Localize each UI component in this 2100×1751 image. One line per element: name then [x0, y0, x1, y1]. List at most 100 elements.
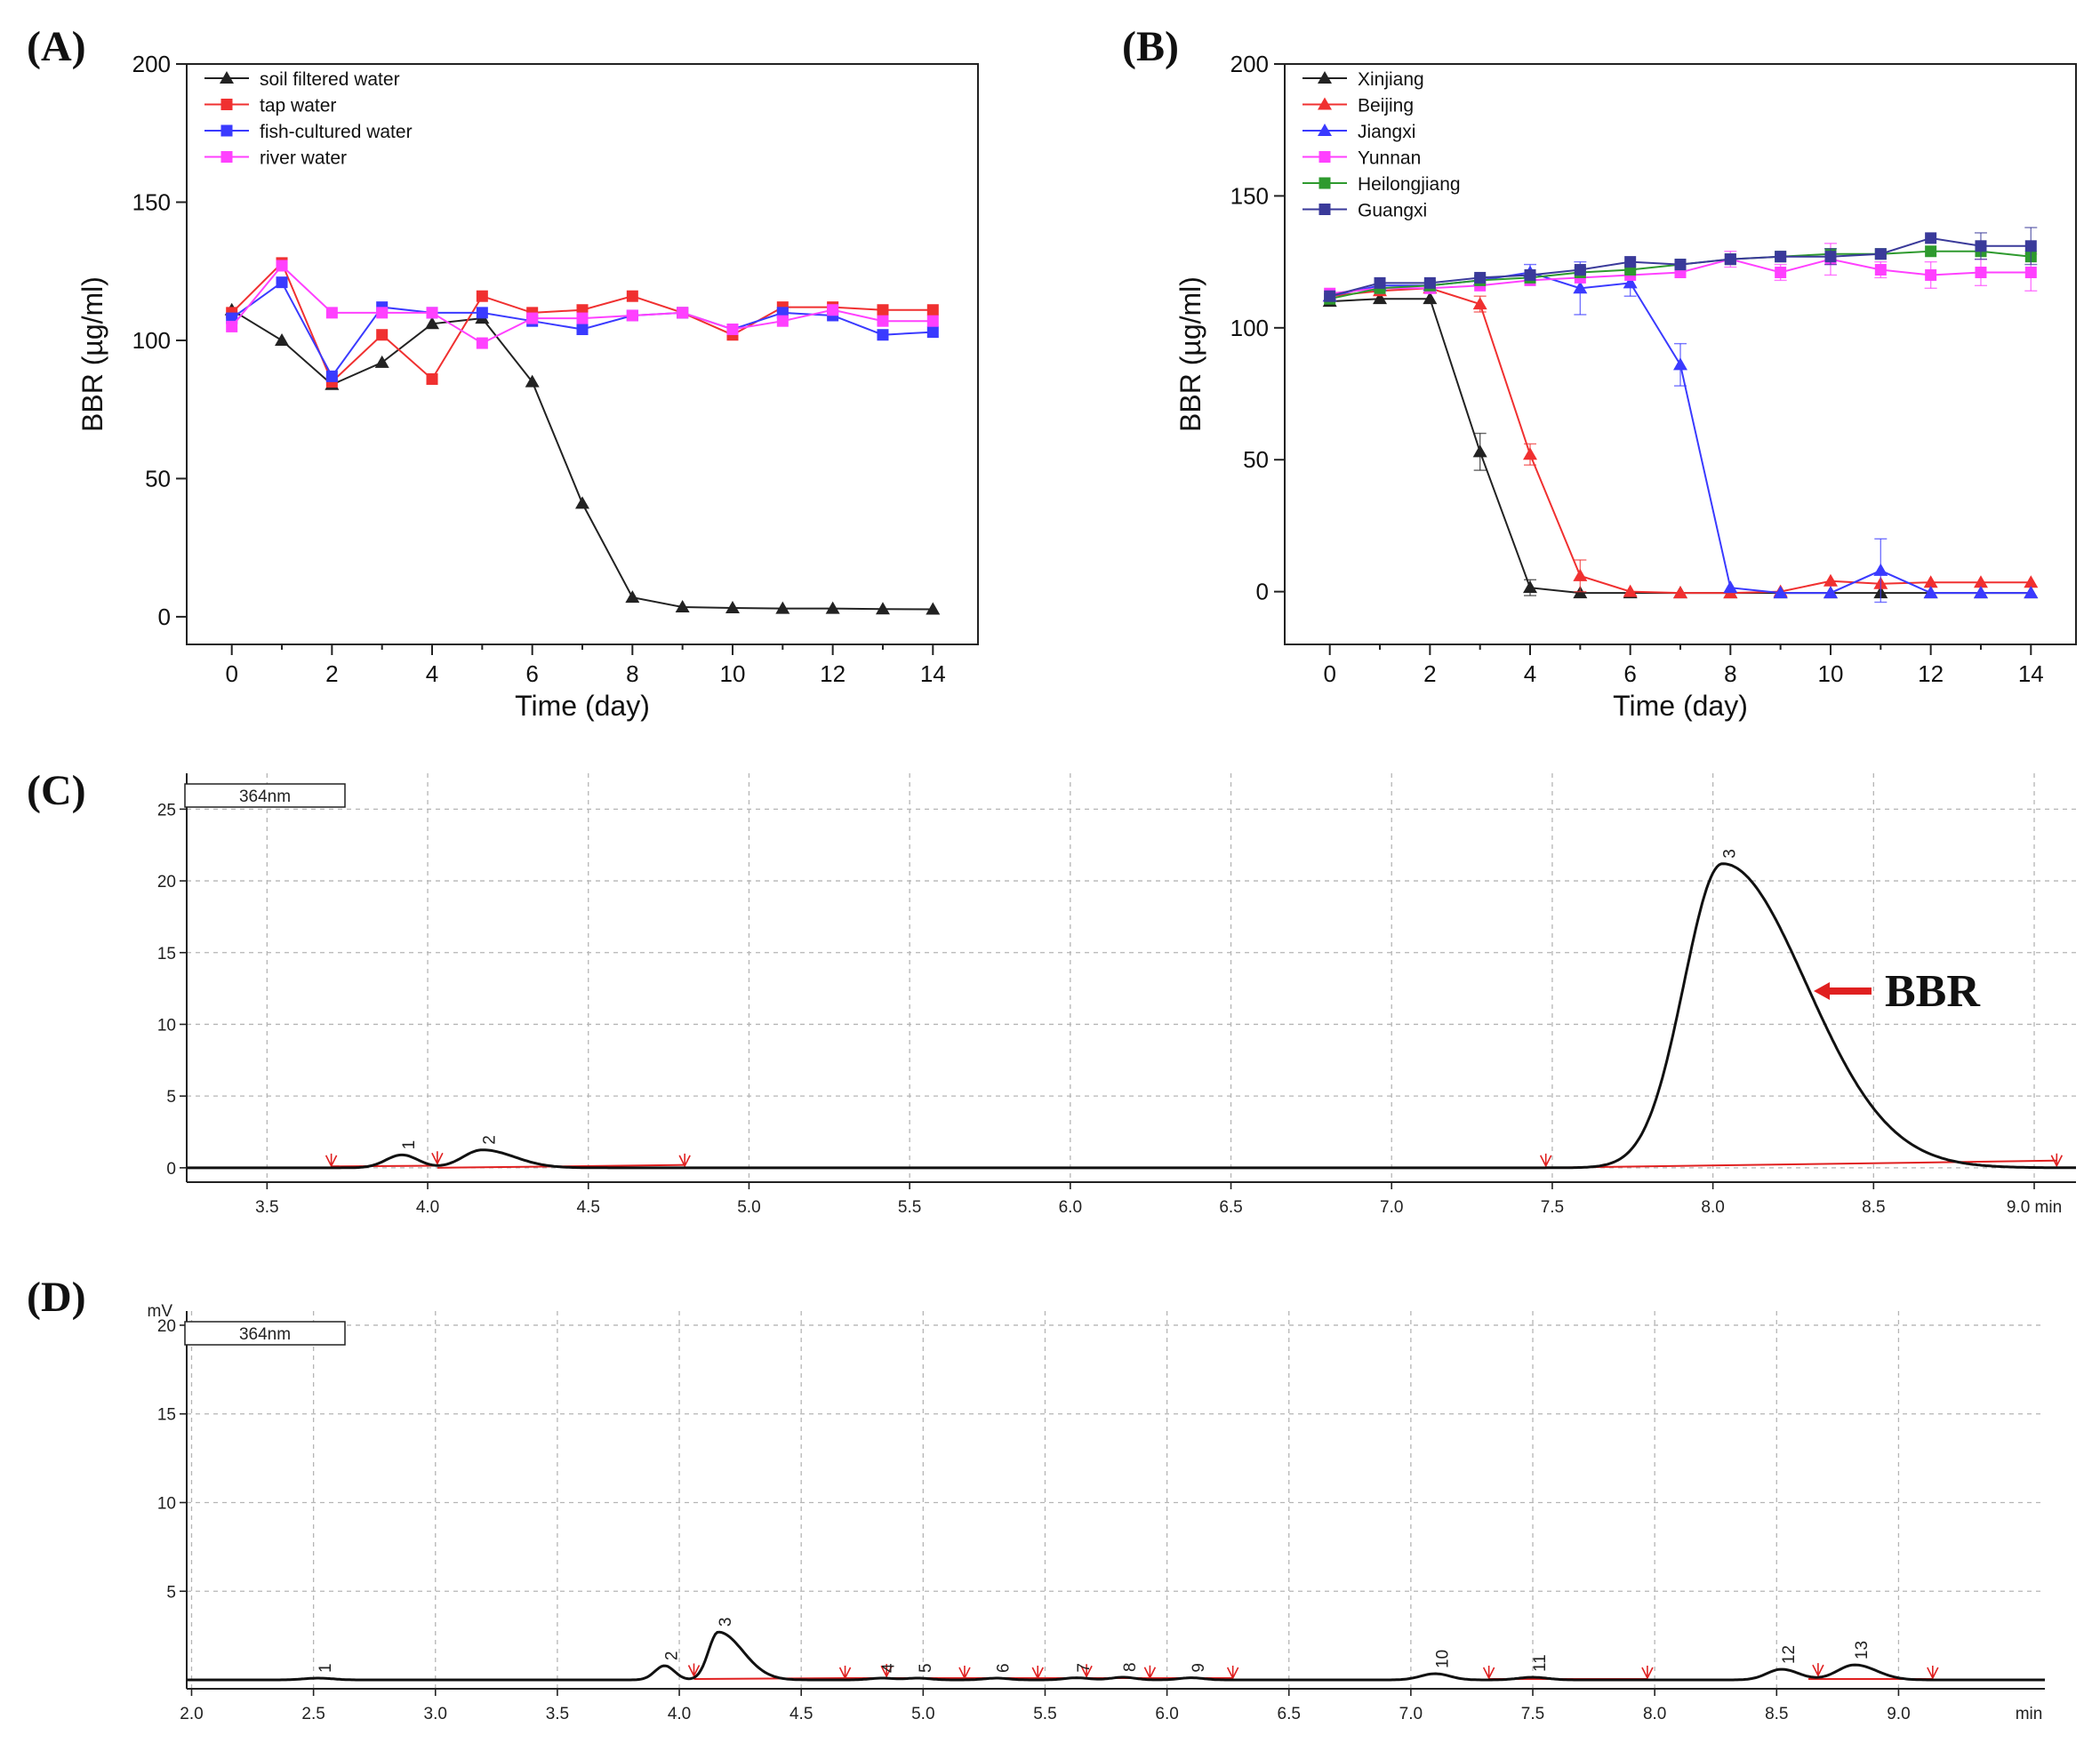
- data-point: [1973, 575, 1988, 588]
- x-tick-label: 2: [1423, 660, 1436, 687]
- data-point: [426, 307, 438, 319]
- data-point: [526, 312, 539, 324]
- x-tick-label: 5.0: [911, 1705, 934, 1723]
- data-point: [276, 276, 288, 289]
- y-tick-label: 150: [1230, 182, 1269, 209]
- data-point: [1524, 268, 1536, 281]
- data-point: [877, 329, 889, 341]
- legend-entry: Heilongjiang: [1358, 174, 1461, 195]
- data-point: [726, 324, 739, 336]
- integration-mark: [1927, 1665, 1939, 1680]
- legend-marker: [220, 99, 233, 110]
- integration-mark: [2050, 1153, 2064, 1168]
- legend-entry: Guangxi: [1358, 201, 1427, 221]
- data-point: [1574, 264, 1586, 276]
- data-point: [1523, 580, 1538, 594]
- x-tick-label: 4.5: [577, 1198, 600, 1217]
- series-jiangxi: [1322, 260, 2039, 604]
- peak-label: 7: [1075, 1663, 1094, 1673]
- y-tick-label: 15: [157, 1406, 176, 1425]
- x-tick-label: 9.0: [1887, 1705, 1910, 1723]
- data-point: [1472, 444, 1487, 458]
- x-tick-label: 8: [626, 660, 638, 687]
- legend-marker: [1319, 151, 1331, 163]
- legend-marker: [1318, 97, 1332, 110]
- y-axis-label: BBR (µg/ml): [76, 276, 108, 432]
- chromatogram-trace: [187, 862, 2076, 1170]
- x-tick-label: 6: [1623, 660, 1636, 687]
- data-point: [1674, 259, 1687, 271]
- x-tick-label: 2.0: [180, 1705, 203, 1723]
- x-tick-label: 7.0: [1380, 1198, 1403, 1217]
- data-point: [625, 590, 640, 604]
- peak-label: 9: [1190, 1663, 1208, 1673]
- data-point: [677, 307, 689, 319]
- data-point: [1423, 292, 1438, 305]
- x-tick-label: 14: [2018, 660, 2044, 687]
- data-point: [2024, 575, 2039, 588]
- legend-marker: [1318, 124, 1332, 136]
- x-tick-label: 2.5: [301, 1705, 325, 1723]
- integration-baseline: [1545, 1159, 2057, 1169]
- integration-mark: [1641, 1666, 1654, 1680]
- y-tick-label: 100: [1230, 315, 1269, 341]
- y-tick-label: 20: [157, 1317, 176, 1336]
- x-tick-label: min: [2016, 1705, 2043, 1723]
- peak-label: 2: [480, 1135, 499, 1145]
- x-tick-label: 6.0: [1155, 1705, 1178, 1723]
- x-tick-label: 4.5: [790, 1705, 813, 1723]
- legend-marker: [220, 124, 233, 137]
- data-point: [1873, 563, 1888, 576]
- integration-mark: [431, 1151, 444, 1166]
- data-point: [1673, 586, 1687, 599]
- integration-mark: [1482, 1665, 1495, 1680]
- data-point: [1523, 447, 1538, 460]
- chart-b: 0 50 100 150 200 0 2 4 6 8 10 12 14 Time (day) BBR (µg…: [1174, 51, 2077, 722]
- x-tick-label: 4: [1524, 660, 1536, 687]
- x-tick-label: 8.5: [1862, 1198, 1885, 1217]
- integration-mark: [1812, 1663, 1824, 1677]
- data-point: [1374, 276, 1386, 289]
- data-point: [374, 355, 389, 368]
- data-point: [1673, 357, 1687, 371]
- integration-mark: [325, 1153, 338, 1168]
- peak-label: 10: [1433, 1650, 1452, 1668]
- integration-mark: [1080, 1664, 1093, 1679]
- legend-marker: [1318, 71, 1332, 84]
- x-tick-label: 12: [820, 660, 846, 687]
- y-tick-label: 0: [158, 604, 171, 630]
- y-tick-label: 200: [1230, 51, 1269, 77]
- data-point: [725, 600, 740, 613]
- data-point: [926, 602, 941, 615]
- legend-entry: tap water: [260, 96, 336, 116]
- data-point: [325, 370, 338, 382]
- integration-baseline: [331, 1164, 437, 1168]
- data-point: [825, 601, 840, 614]
- y-tick-label: 50: [145, 465, 171, 492]
- x-tick-label: 6.0: [1059, 1198, 1082, 1217]
- x-tick-label: 12: [1918, 660, 1944, 687]
- data-point: [476, 307, 488, 319]
- series-tap-water: [226, 257, 939, 388]
- data-point: [775, 601, 790, 614]
- x-tick-label: 5.0: [737, 1198, 760, 1217]
- peak-label: 1: [400, 1140, 419, 1150]
- data-point: [1623, 584, 1638, 597]
- data-point: [425, 316, 440, 330]
- x-tick-label: 0: [1323, 660, 1335, 687]
- x-tick-label: 7.0: [1399, 1705, 1423, 1723]
- wavelength-label: 364nm: [239, 1325, 291, 1344]
- x-tick-label: 4.0: [668, 1705, 691, 1723]
- data-point: [1923, 575, 1938, 588]
- x-tick-label: 7.5: [1521, 1705, 1544, 1723]
- data-point: [926, 315, 939, 327]
- y-tick-label: 10: [157, 1016, 176, 1035]
- data-point: [1724, 253, 1736, 266]
- x-tick-label: 14: [920, 660, 946, 687]
- x-tick-label: 3.5: [546, 1705, 569, 1723]
- x-tick-label: 10: [1818, 660, 1844, 687]
- integration-mark: [838, 1666, 852, 1680]
- data-point: [1624, 256, 1637, 268]
- integration-mark: [1226, 1666, 1239, 1680]
